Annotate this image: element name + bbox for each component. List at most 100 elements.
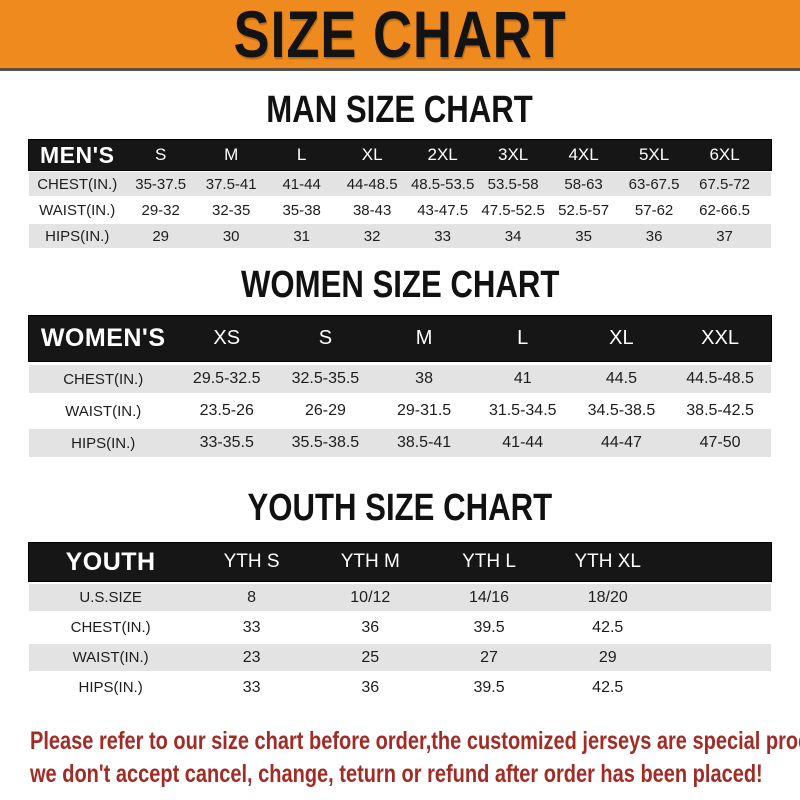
row-label: HIPS(IN.) (78, 679, 143, 696)
size-value-cell: 18/20 (587, 588, 628, 606)
size-value-cell: 39.5 (473, 618, 505, 636)
table-row: HIPS(IN.) 33-35.5 35.5-38.5 38.5-41 41-44 44-… (29, 429, 771, 457)
size-column-header: YTH S (223, 551, 280, 572)
row-label: CHEST(IN.) (70, 619, 151, 636)
row-label: CHEST(IN.) (37, 175, 118, 193)
size-value-cell: 52.5-57 (558, 201, 610, 219)
footer-notice: Please refer to our size chart before or… (0, 725, 800, 791)
size-value-cell: 31.5-34.5 (488, 402, 557, 419)
size-value-cell: 58-63 (564, 175, 603, 193)
table-row: WAIST(IN.) 23.5-26 26-29 29-31.5 31.5-34.5 34… (29, 397, 771, 425)
table-header-row: YOUTH YTH S YTH M YTH L YTH XL (29, 543, 771, 581)
size-column-header: 5XL (638, 145, 670, 164)
size-column-header: 6XL (709, 145, 740, 164)
youth-section-heading-text: YOUTH SIZE CHART (247, 487, 553, 529)
size-value-cell: 44.5 (605, 370, 637, 387)
size-value-cell: 36 (361, 618, 380, 636)
row-label: WAIST(IN.) (39, 201, 116, 219)
size-value-cell: 23.5-26 (199, 402, 254, 419)
size-value-cell: 44-47 (600, 434, 642, 451)
size-value-cell: 47-50 (699, 434, 741, 451)
size-value-cell: 29-32 (141, 201, 180, 219)
table-row: CHEST(IN.) 35-37.5 37.5-41 41-44 44-48.5 48.5… (29, 172, 771, 196)
size-value-cell: 23 (242, 648, 261, 666)
row-label: HIPS(IN.) (45, 227, 110, 245)
table-header-row: WOMEN'S XS S M L XL XXL (29, 316, 771, 361)
size-value-cell: 34 (504, 227, 522, 245)
size-value-cell: 41-44 (502, 434, 544, 451)
size-column-header: M (415, 327, 433, 349)
table-group-label: WOMEN'S (40, 324, 166, 352)
size-value-cell: 27 (480, 648, 498, 666)
size-column-header: L (296, 145, 307, 164)
size-value-cell: 36 (361, 678, 380, 696)
size-value-cell: 57-62 (634, 201, 674, 219)
size-value-cell: 41 (513, 370, 532, 387)
size-value-cell: 29 (598, 648, 617, 666)
notice-line-2: we don't accept cancel, change, teturn o… (30, 760, 763, 788)
size-value-cell: 42.5 (592, 618, 624, 636)
section-youth: YOUTH SIZE CHART YOUTH YTH S YTH M YTH L YTH… (0, 489, 800, 701)
size-value-cell: 53.5-58 (487, 175, 539, 193)
size-value-cell: 47.5-52.5 (481, 201, 545, 219)
size-value-cell: 32 (363, 227, 381, 245)
size-value-cell: 29.5-32.5 (192, 370, 261, 387)
notice-line-1: Please refer to our size chart before or… (30, 727, 800, 755)
size-value-cell: 31 (293, 227, 310, 245)
size-column-header: S (318, 327, 333, 349)
table-row: HIPS(IN.) 33 36 39.5 42.5 (29, 674, 771, 701)
page-title: SIZE CHART (233, 0, 567, 71)
size-value-cell: 35-37.5 (135, 175, 187, 193)
men-size-table: MEN'S S M L XL 2XL 3XL 4XL 5XL 6XL CHEST(IN.) 35-37… (29, 140, 771, 248)
table-row: WAIST(IN.) 23 25 27 29 (29, 644, 771, 671)
banner: SIZE CHART (0, 0, 800, 71)
size-column-header: YTH L (462, 551, 516, 572)
size-value-cell: 34.5-38.5 (587, 402, 656, 419)
size-value-cell: 36 (645, 227, 663, 245)
table-row: U.S.SIZE 8 10/12 14/16 18/20 (29, 584, 771, 611)
table-row: CHEST(IN.) 33 36 39.5 42.5 (29, 614, 771, 641)
size-value-cell: 38 (415, 370, 433, 387)
size-value-cell: 33 (242, 618, 261, 636)
size-value-cell: 33-35.5 (199, 434, 254, 451)
size-value-cell: 43-47.5 (417, 201, 469, 219)
men-section-heading: MAN SIZE CHART (0, 91, 800, 129)
size-value-cell: 32-35 (211, 201, 251, 219)
row-label: HIPS(IN.) (71, 434, 136, 452)
size-value-cell: 33 (434, 227, 451, 245)
row-label: CHEST(IN.) (63, 370, 144, 388)
size-value-cell: 33 (242, 678, 261, 696)
size-column-header: 2XL (427, 145, 458, 164)
size-column-header: 3XL (497, 145, 529, 164)
size-column-header: XL (609, 327, 634, 349)
size-value-cell: 26-29 (304, 402, 346, 419)
section-men: MAN SIZE CHART MEN'S S M L XL 2XL 3XL 4XL 5XL 6XL… (0, 91, 800, 248)
women-size-table: WOMEN'S XS S M L XL XXL CHEST(IN.) 29.5-32.5 32.5… (29, 316, 771, 457)
size-value-cell: 67.5-72 (699, 175, 750, 193)
men-section-heading-text: MAN SIZE CHART (266, 89, 534, 131)
size-value-cell: 44-48.5 (346, 175, 398, 193)
size-value-cell: 25 (361, 648, 380, 666)
size-value-cell: 37 (716, 227, 733, 245)
size-column-header: XS (213, 327, 241, 349)
size-column-header: 4XL (568, 145, 599, 164)
youth-size-table: YOUTH YTH S YTH M YTH L YTH XL U.S.SIZE 8 10/12… (29, 543, 771, 701)
size-value-cell: 42.5 (592, 678, 624, 696)
size-value-cell: 37.5-41 (205, 175, 257, 193)
size-column-header: L (517, 327, 529, 349)
row-label: U.S.SIZE (79, 589, 142, 606)
size-value-cell: 41-44 (282, 175, 321, 193)
size-column-header: XXL (701, 327, 739, 349)
table-group-label: YOUTH (65, 547, 156, 576)
table-header-row: MEN'S S M L XL 2XL 3XL 4XL 5XL 6XL (29, 140, 771, 170)
size-value-cell: 44.5-48.5 (686, 370, 754, 387)
size-value-cell: 29-31.5 (396, 402, 452, 419)
size-value-cell: 48.5-53.5 (410, 175, 475, 193)
size-column-header: YTH M (340, 551, 400, 572)
size-value-cell: 35 (575, 227, 592, 245)
size-value-cell: 63-67.5 (628, 175, 680, 193)
size-column-header: XL (361, 145, 383, 164)
size-value-cell: 8 (247, 588, 257, 606)
table-group-label: MEN'S (40, 141, 115, 168)
